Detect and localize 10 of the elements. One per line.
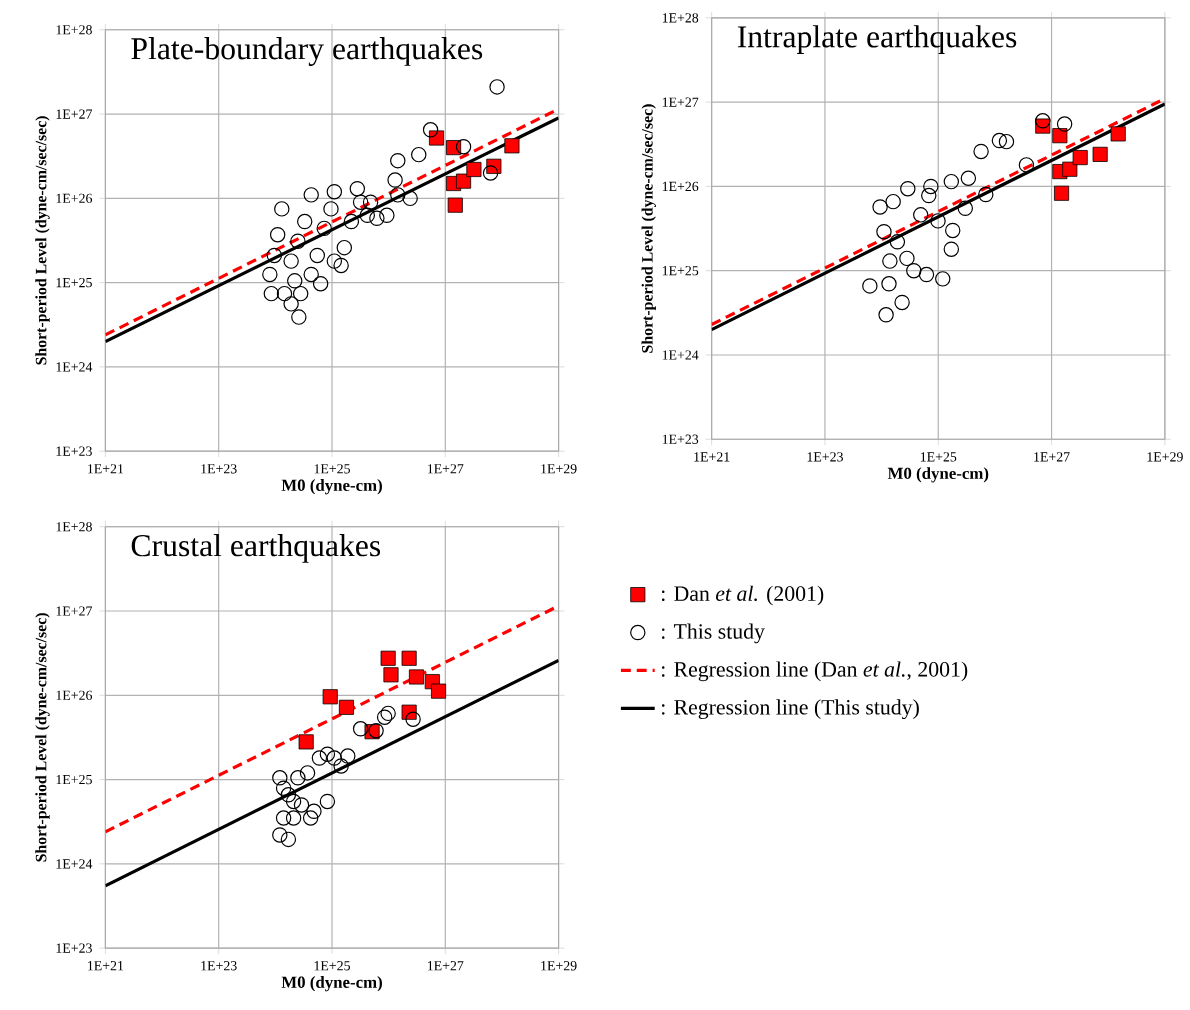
legend-label: : Dan et al. (2001) xyxy=(661,585,824,606)
x-axis-title: M0 (dyne-cm) xyxy=(281,479,382,495)
legend-label: : Regression line (This study) xyxy=(661,699,919,720)
legend-label: : This study xyxy=(661,623,765,644)
chart-title: Plate-boundary earthquakes xyxy=(131,37,483,67)
x-axis-title: M0 (dyne-cm) xyxy=(281,976,382,992)
chart-title: Crustal earthquakes xyxy=(131,534,381,563)
chart-title: Intraplate earthquakes xyxy=(737,25,1017,55)
x-axis-title: M0 (dyne-cm) xyxy=(887,467,989,483)
legend-label: : Regression line (Dan et al., 2001) xyxy=(661,661,968,682)
